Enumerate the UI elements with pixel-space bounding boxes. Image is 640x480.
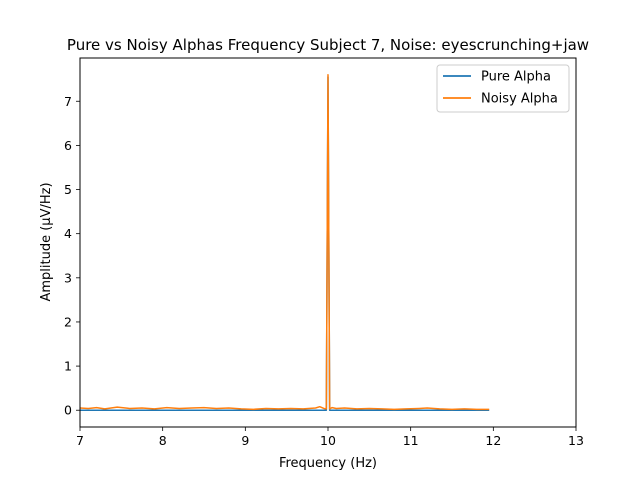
x-tick-label: 8 xyxy=(159,433,167,448)
x-tick-label: 10 xyxy=(320,433,336,448)
y-tick-label: 4 xyxy=(64,226,72,241)
x-tick-label: 9 xyxy=(241,433,249,448)
x-tick-label: 12 xyxy=(485,433,501,448)
x-tick-label: 11 xyxy=(403,433,419,448)
y-tick-label: 6 xyxy=(64,138,72,153)
y-tick-label: 5 xyxy=(64,182,72,197)
legend-label: Pure Alpha xyxy=(481,70,551,85)
y-tick-label: 7 xyxy=(64,94,72,109)
x-axis-label: Frequency (Hz) xyxy=(279,456,377,471)
y-axis: 0 1 2 3 4 5 6 7 xyxy=(64,94,80,418)
series-line-noisy-alpha xyxy=(80,74,490,411)
x-axis: 7 8 9 10 11 12 13 xyxy=(76,427,584,448)
y-axis-label: Amplitude (μV/Hz) xyxy=(39,182,54,301)
legend: Pure Alpha Noisy Alpha xyxy=(436,64,570,113)
y-tick-label: 2 xyxy=(64,314,72,329)
x-tick-label: 7 xyxy=(76,433,84,448)
legend-label: Noisy Alpha xyxy=(481,92,558,107)
chart-title: Pure vs Noisy Alphas Frequency Subject 7… xyxy=(67,36,589,54)
y-tick-label: 1 xyxy=(64,359,72,374)
y-tick-label: 0 xyxy=(64,403,72,418)
series-line-pure-alpha xyxy=(80,76,490,411)
x-tick-label: 13 xyxy=(568,433,584,448)
plot-area xyxy=(80,74,490,411)
y-tick-label: 3 xyxy=(64,270,72,285)
